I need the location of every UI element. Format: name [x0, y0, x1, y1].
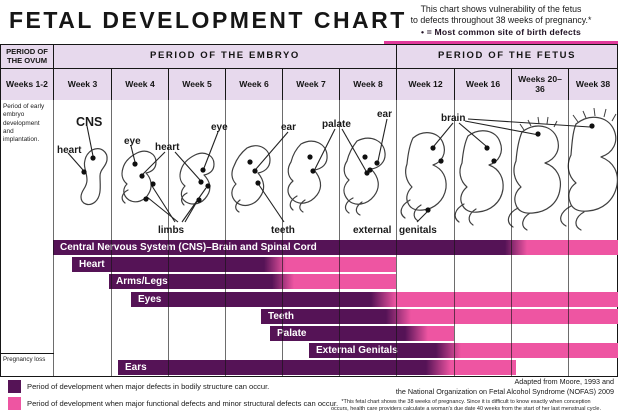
- header-period-ovum: PERIOD OF THE OVUM: [0, 44, 54, 69]
- note-line-2: to defects throughout 38 weeks of pregna…: [410, 14, 592, 25]
- page-title: FETAL DEVELOPMENT CHART: [9, 7, 407, 33]
- pregnancy-loss-label: Pregnancy loss: [3, 356, 46, 363]
- label-eye-week5: eye: [211, 122, 228, 133]
- gridline-week3: [53, 100, 54, 376]
- birth-defect-site-dots: [81, 123, 595, 213]
- legend-label-functional-minor: Period of development when major functio…: [27, 399, 339, 408]
- label-ear-week6: ear: [281, 122, 296, 133]
- note-line-1: This chart shows vulnerability of the fe…: [420, 4, 582, 14]
- bar-eyes: Eyes: [131, 292, 618, 307]
- embryo-fetus-illustrations: CNS heart eye heart eye ear palate ear b…: [57, 107, 618, 236]
- fetus-week38-figure: [560, 116, 618, 231]
- fetus-week16-figure: [454, 130, 504, 226]
- header-week-1-2: Weeks 1-2: [0, 68, 54, 101]
- legend-label-major-structural: Period of development when major defects…: [27, 382, 270, 391]
- credit-line-2: the National Organization on Fetal Alcoh…: [395, 386, 614, 396]
- legend-swatch-functional-minor: [8, 397, 21, 410]
- label-eye-week4: eye: [124, 136, 141, 147]
- label-heart-week45: heart: [155, 142, 180, 153]
- label-leader-lines: [67, 118, 591, 223]
- header-week-7: Week 7: [282, 68, 340, 101]
- gridline-week6: [225, 100, 226, 376]
- header-week-16: Week 16: [454, 68, 512, 101]
- embryo-week4-figure: [121, 150, 157, 204]
- header-week-20-36: Weeks 20–36: [511, 68, 569, 101]
- footnote: *This fetal chart shows the 38 weeks of …: [318, 399, 614, 413]
- chart-note: This chart shows vulnerability of the fe…: [387, 4, 615, 38]
- fetus-week38-hair: [572, 107, 617, 123]
- bar-teeth: Teeth: [261, 309, 618, 324]
- label-external: external: [353, 225, 392, 236]
- footnote-line-1: *This fetal chart shows the 38 weeks of …: [341, 399, 591, 405]
- gridline-week7: [282, 100, 283, 376]
- gridline-week20-36: [511, 100, 512, 376]
- note-birth-defects-key: • = Most common site of birth defects: [420, 27, 582, 38]
- label-cns: CNS: [76, 115, 102, 129]
- ovum-period-note: Period of early embryo development and i…: [3, 103, 45, 144]
- bar-arms-legs: Arms/Legs: [109, 274, 396, 289]
- header-week-12: Week 12: [396, 68, 455, 101]
- gridline-week5: [168, 100, 169, 376]
- pregnancy-loss-divider: [0, 353, 54, 354]
- label-genitals: genitals: [399, 225, 437, 236]
- legend-swatch-major-structural: [8, 380, 21, 393]
- embryo-week6-figure: [231, 145, 271, 213]
- header-week-8: Week 8: [339, 68, 397, 101]
- label-brain: brain: [441, 113, 465, 124]
- bar-cns: Central Nervous System (CNS)–Brain and S…: [53, 240, 618, 255]
- gridline-week16: [454, 100, 455, 376]
- bar-heart: Heart: [72, 257, 396, 272]
- fetus-week7-figure: [287, 140, 328, 213]
- header-period-embryo: PERIOD OF THE EMBRYO: [53, 44, 397, 69]
- fetus-week20-36-figure: [507, 125, 562, 231]
- header-week-4: Week 4: [111, 68, 169, 101]
- header-week-6: Week 6: [225, 68, 283, 101]
- label-ear-week8: ear: [377, 109, 392, 120]
- header-week-3: Week 3: [53, 68, 112, 101]
- embryo-week3-figure: [80, 148, 108, 206]
- bar-external-genitals: External Genitals: [309, 343, 618, 358]
- gridline-week12: [396, 100, 397, 376]
- header-week-5: Week 5: [168, 68, 226, 101]
- fetus-week8-figure: [343, 137, 386, 216]
- embryo-week5-figure: [179, 152, 215, 206]
- fetus-week12-figure: [400, 132, 447, 222]
- label-palate: palate: [322, 119, 351, 130]
- label-heart-week3: heart: [57, 145, 82, 156]
- credit-line-1: Adapted from Moore, 1993 and: [514, 377, 615, 386]
- gridline-week4: [111, 100, 112, 376]
- gridline-week8: [339, 100, 340, 376]
- bar-palate: Palate: [270, 326, 454, 341]
- header-week-38: Week 38: [568, 68, 618, 101]
- gridline-week38: [568, 100, 569, 376]
- bar-ears: Ears: [118, 360, 516, 375]
- pink-accent-stripe: [384, 41, 618, 45]
- header-period-fetus: PERIOD OF THE FETUS: [396, 44, 618, 69]
- source-attribution: Adapted from Moore, 1993 and the Nationa…: [300, 377, 614, 396]
- label-limbs: limbs: [158, 225, 185, 236]
- footnote-line-2: occurs, health care providers calculate …: [330, 406, 602, 413]
